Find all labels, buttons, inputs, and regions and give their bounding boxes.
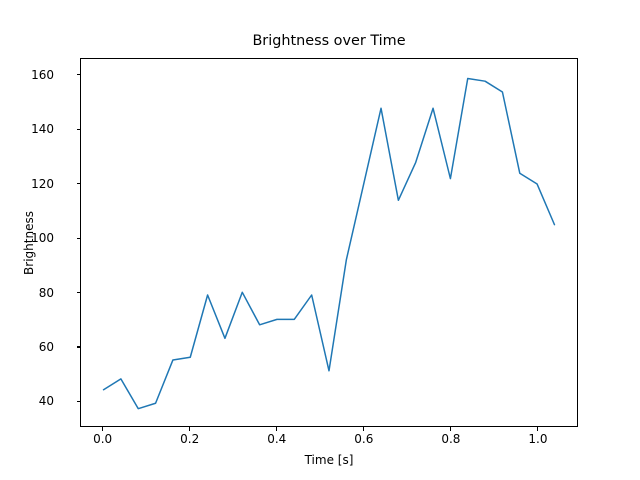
y-tick-label: 80 — [38, 285, 54, 300]
y-tick-label: 140 — [31, 122, 54, 137]
y-tick-mark — [76, 128, 80, 130]
x-tick-label: 0.0 — [93, 432, 113, 446]
y-tick-mark — [76, 183, 80, 185]
y-tick-label: 120 — [31, 176, 54, 191]
brightness-line — [102, 77, 556, 410]
y-tick-mark — [76, 237, 80, 239]
y-tick-label: 100 — [31, 231, 54, 246]
x-tick-mark — [189, 427, 191, 431]
x-tick-mark — [276, 427, 278, 431]
data-line-svg — [102, 77, 556, 410]
y-tick-mark — [76, 74, 80, 76]
y-tick-mark — [76, 292, 80, 294]
y-tick-label: 160 — [31, 67, 54, 82]
x-tick-label: 0.4 — [267, 432, 287, 446]
x-tick-mark — [537, 427, 539, 431]
chart-title: Brightness over Time — [252, 33, 406, 49]
x-tick-label: 0.8 — [441, 432, 461, 446]
x-tick-mark — [450, 427, 452, 431]
y-tick-label: 60 — [38, 339, 54, 354]
x-tick-label: 0.6 — [354, 432, 374, 446]
x-axis-label: Time [s] — [304, 453, 354, 467]
y-tick-mark — [76, 400, 80, 402]
y-tick-mark — [76, 346, 80, 348]
x-tick-mark — [363, 427, 365, 431]
x-tick-label: 1.0 — [528, 432, 548, 446]
x-tick-label: 0.2 — [180, 432, 200, 446]
y-tick-label: 40 — [38, 394, 54, 409]
x-tick-mark — [102, 427, 104, 431]
plot-area — [80, 58, 578, 427]
